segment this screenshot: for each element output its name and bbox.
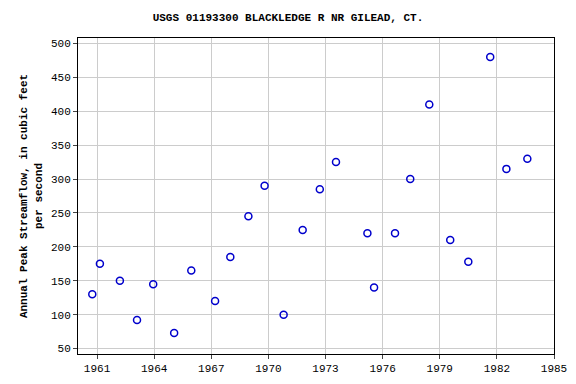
svg-text:1961: 1961 xyxy=(84,363,111,375)
svg-text:1964: 1964 xyxy=(141,363,168,375)
svg-text:450: 450 xyxy=(51,72,71,84)
svg-text:1982: 1982 xyxy=(484,363,510,375)
svg-text:350: 350 xyxy=(51,140,71,152)
svg-text:50: 50 xyxy=(58,343,71,355)
svg-text:400: 400 xyxy=(51,106,71,118)
svg-text:USGS 01193300 BLACKLEDGE R NR: USGS 01193300 BLACKLEDGE R NR GILEAD, CT… xyxy=(153,12,424,24)
svg-text:1979: 1979 xyxy=(427,363,453,375)
svg-text:300: 300 xyxy=(51,174,71,186)
svg-text:1985: 1985 xyxy=(541,363,567,375)
svg-text:1976: 1976 xyxy=(369,363,395,375)
svg-text:250: 250 xyxy=(51,208,71,220)
svg-text:Annual Peak Streamflow, in cub: Annual Peak Streamflow, in cubic feetper… xyxy=(18,74,44,318)
svg-text:1973: 1973 xyxy=(312,363,338,375)
svg-text:1967: 1967 xyxy=(198,363,224,375)
svg-text:100: 100 xyxy=(51,310,71,322)
svg-text:500: 500 xyxy=(51,38,71,50)
svg-text:200: 200 xyxy=(51,242,71,254)
svg-text:150: 150 xyxy=(51,276,71,288)
svg-text:1970: 1970 xyxy=(255,363,281,375)
